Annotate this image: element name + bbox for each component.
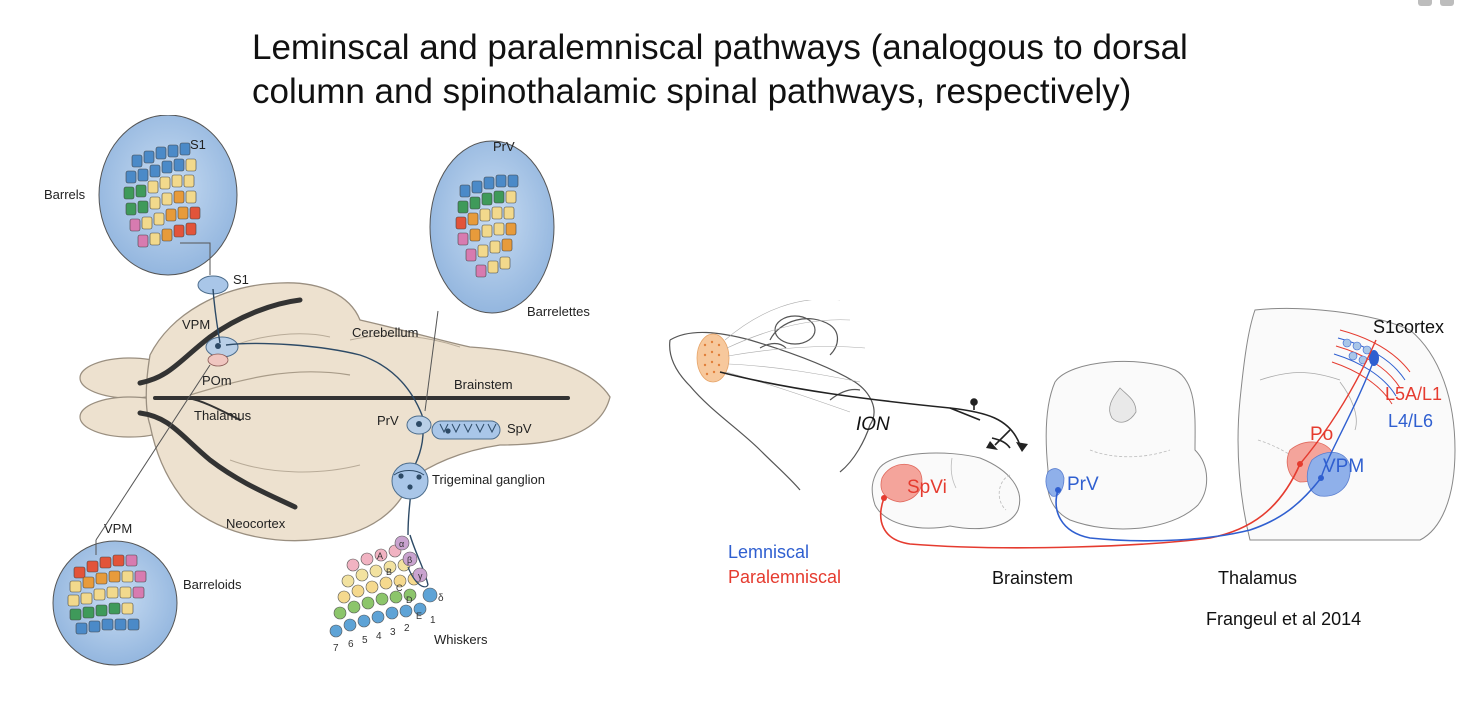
lemniscal-axon bbox=[212, 288, 429, 586]
trigeminal-ganglion: Trigeminal ganglion bbox=[391, 462, 545, 500]
s1-label: S1 bbox=[233, 272, 249, 287]
barrel-cells bbox=[123, 142, 201, 248]
projection-paths bbox=[880, 463, 1322, 549]
barrels-inset: S1 Barrels bbox=[44, 115, 238, 276]
ion-nerve bbox=[719, 371, 1028, 452]
l4-l6-label: L4/L6 bbox=[1388, 411, 1433, 431]
brainstem-section-spvi: SpVi bbox=[871, 452, 1021, 530]
brainstem-label: Brainstem bbox=[454, 377, 513, 392]
whisker-column-label: 5 bbox=[362, 635, 368, 646]
trigeminal-ganglion-label: Trigeminal ganglion bbox=[432, 472, 545, 487]
whisker-arc-label: α bbox=[399, 539, 404, 549]
tracts bbox=[137, 297, 570, 510]
neocortex-label: Neocortex bbox=[226, 516, 286, 531]
whisker-column-label: 4 bbox=[376, 631, 382, 642]
vpm-inset-label: VPM bbox=[104, 521, 132, 536]
whisker-arc-label: γ bbox=[418, 571, 423, 581]
whisker-row-label: C bbox=[396, 583, 403, 593]
slide-title: Leminscal and paralemniscal pathways (an… bbox=[252, 26, 1352, 114]
window-control[interactable] bbox=[1418, 0, 1432, 6]
title-line-1: Leminscal and paralemniscal pathways (an… bbox=[252, 28, 1188, 67]
whisker-arc-label: β bbox=[407, 555, 412, 565]
s1-inset-label: S1 bbox=[190, 137, 206, 152]
whisker-row-label: A bbox=[377, 551, 383, 561]
barreloids-label: Barreloids bbox=[183, 577, 242, 592]
title-line-2: column and spinothalamic spinal pathways… bbox=[252, 72, 1132, 111]
barreloids-inset: VPM Barreloids bbox=[52, 364, 242, 666]
vpm-label: VPM bbox=[182, 317, 210, 332]
po-label: Po bbox=[1310, 424, 1333, 445]
ion-label: ION bbox=[856, 414, 890, 435]
whisker-pad: A B C D E α β γ δ 7 6 5 4 3 2 1 Whiskers bbox=[329, 535, 488, 654]
rat-whisker-pad bbox=[696, 300, 866, 413]
left-pathway-diagram: S1 Barrels S1 VPM POm Thalamus Cerebellu… bbox=[44, 115, 611, 666]
thalamic-nodes: VPM POm Thalamus bbox=[182, 317, 252, 423]
prv-right-label: PrV bbox=[1067, 474, 1099, 495]
brainstem-section-prv: PrV bbox=[1045, 360, 1208, 530]
whisker-row-label: D bbox=[406, 595, 413, 605]
whisker-column-label: 2 bbox=[404, 623, 410, 634]
whisker-row-label: B bbox=[386, 567, 392, 577]
s1cortex-label: S1cortex bbox=[1373, 317, 1444, 337]
thalamus-right-label: Thalamus bbox=[1218, 568, 1297, 588]
pom-label: POm bbox=[202, 373, 232, 388]
whisker-column-label: 3 bbox=[390, 627, 396, 638]
cerebellum-label: Cerebellum bbox=[352, 325, 418, 340]
whisker-column-label: 7 bbox=[333, 643, 339, 654]
barrelettes-label: Barrelettes bbox=[527, 304, 590, 319]
legend: Lemniscal Paralemniscal bbox=[728, 542, 841, 587]
whisker-arc-label: δ bbox=[438, 593, 444, 604]
coronal-section: Po VPM S1cortex L5A/L1 L4/L6 bbox=[1237, 307, 1456, 541]
barrelettes-inset: PrV Barrelettes bbox=[424, 139, 590, 412]
legend-lemniscal: Lemniscal bbox=[728, 542, 809, 562]
s1-node: S1 bbox=[197, 272, 249, 295]
whiskers-label: Whiskers bbox=[434, 632, 488, 647]
spv-label: SpV bbox=[507, 421, 532, 436]
window-control[interactable] bbox=[1440, 0, 1454, 6]
whisker-column-label: 6 bbox=[348, 639, 354, 650]
rodent-brain bbox=[79, 282, 611, 542]
whisker-column-label: 1 bbox=[430, 615, 436, 626]
thalamus-label: Thalamus bbox=[194, 408, 252, 423]
whisker-row-label: E bbox=[416, 611, 422, 621]
l5a-l1-label: L5A/L1 bbox=[1385, 384, 1442, 404]
prv-label: PrV bbox=[377, 413, 399, 428]
brainstem-nuclei: PrV SpV bbox=[377, 413, 532, 440]
vpm-right-label: VPM bbox=[1323, 456, 1364, 477]
citation: Frangeul et al 2014 bbox=[1206, 609, 1361, 629]
legend-paralemniscal: Paralemniscal bbox=[728, 567, 841, 587]
rat-head bbox=[669, 315, 875, 491]
brainstem-right-label: Brainstem bbox=[992, 568, 1073, 588]
barrels-label: Barrels bbox=[44, 187, 86, 202]
prv-inset-label: PrV bbox=[493, 139, 515, 154]
spvi-label: SpVi bbox=[907, 477, 947, 498]
right-pathway-diagram: ION SpVi PrV bbox=[669, 300, 1456, 629]
